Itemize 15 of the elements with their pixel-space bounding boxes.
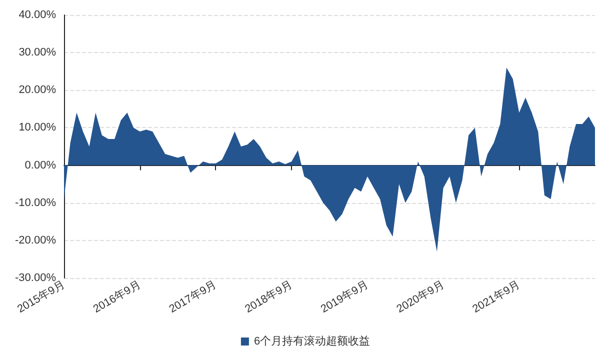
y-tick-label: 20.00% (18, 84, 56, 96)
y-tick-label: -30.00% (15, 272, 56, 284)
x-tick-label: 2017年9月 (167, 278, 219, 316)
x-tick-label: 2018年9月 (243, 278, 295, 316)
y-tick-label: -10.00% (15, 196, 56, 209)
y-tick-label: 0.00% (24, 159, 56, 172)
y-tick-label: 40.00% (18, 9, 56, 21)
y-tick-label: 30.00% (18, 46, 56, 59)
x-tick-label: 2021年9月 (470, 278, 522, 316)
y-tick-label: -20.00% (15, 234, 56, 246)
x-tick-label: 2020年9月 (394, 278, 446, 316)
x-tick-label: 2019年9月 (318, 278, 370, 316)
y-tick-label: 10.00% (18, 122, 56, 134)
x-tick-label: 2016年9月 (91, 278, 143, 316)
legend-label: 6个月持有滚动超额收益 (254, 334, 370, 348)
